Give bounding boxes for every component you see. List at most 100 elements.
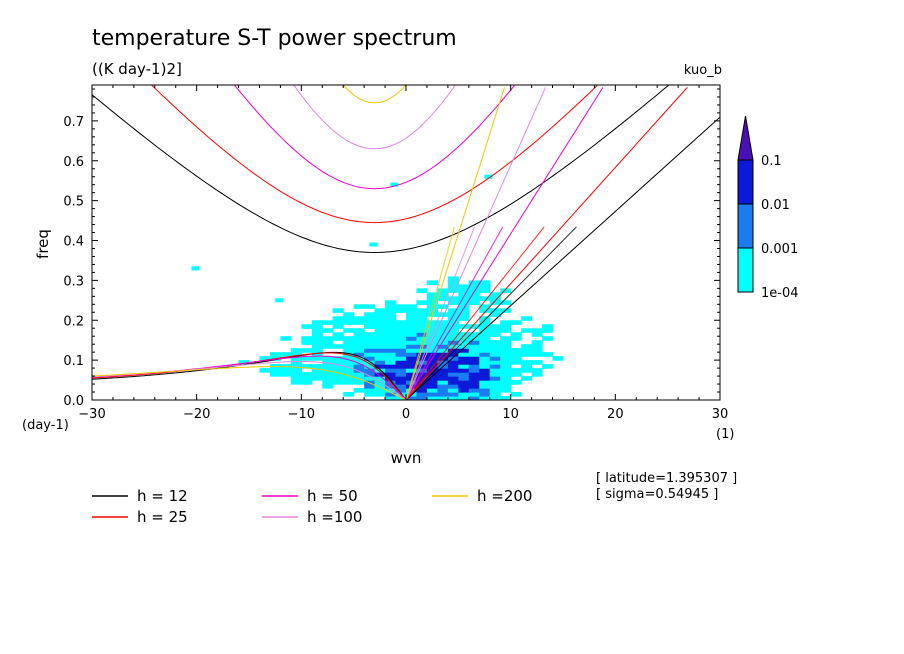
chart-title: temperature S-T power spectrum <box>92 26 457 51</box>
spectrum-cell <box>364 348 376 353</box>
spectrum-cell <box>364 372 376 377</box>
spectrum-cell <box>447 384 459 389</box>
spectrum-cell <box>447 392 459 397</box>
spectrum-cell <box>395 364 407 369</box>
spectrum-cell <box>416 320 428 325</box>
x-tick-label: 10 <box>502 407 519 422</box>
spectrum-cell <box>489 352 501 357</box>
spectrum-cell <box>280 368 292 373</box>
spectrum-cell <box>322 360 334 365</box>
spectrum-cell <box>301 340 313 345</box>
spectrum-cell <box>500 320 512 325</box>
spectrum-cell <box>447 360 459 365</box>
spectrum-cell <box>353 328 365 333</box>
spectrum-cell <box>437 320 449 325</box>
spectrum-cell <box>416 388 428 393</box>
spectrum-cell <box>479 348 491 353</box>
spectrum-cell <box>406 304 418 309</box>
spectrum-cell <box>416 352 428 357</box>
spectrum-cell <box>489 348 501 353</box>
spectrum-cell <box>343 360 355 365</box>
spectrum-cell <box>447 276 459 281</box>
spectrum-cell <box>385 368 397 373</box>
spectrum-cell <box>458 388 470 393</box>
spectrum-cell <box>542 364 554 369</box>
spectrum-cell <box>343 336 355 341</box>
spectrum-cell <box>290 348 302 353</box>
spectrum-cell <box>343 328 355 333</box>
spectrum-cell <box>426 320 438 325</box>
spectrum-cell <box>385 300 397 305</box>
spectrum-cell <box>395 384 407 389</box>
y-unit-label: (day-1) <box>22 418 69 433</box>
spectrum-cell <box>500 340 512 345</box>
spectrum-cell <box>489 324 501 329</box>
spectrum-cell <box>374 388 386 393</box>
spectrum-cell <box>458 376 470 381</box>
rossby-curve <box>92 366 407 400</box>
spectrum-cell <box>364 316 376 321</box>
spectrum-cell <box>385 308 397 313</box>
spectrum-cell <box>385 332 397 337</box>
spectrum-cell <box>458 324 470 329</box>
spectrum-cell <box>447 316 459 321</box>
spectrum-cell <box>521 364 533 369</box>
y-tick-label: 0.7 <box>63 115 84 130</box>
spectrum-cell <box>500 388 512 393</box>
spectrum-cell <box>343 348 355 353</box>
spectrum-cell <box>437 328 449 333</box>
spectrum-cell <box>447 300 459 305</box>
spectrum-cell <box>343 364 355 369</box>
spectrum-cell <box>395 352 407 357</box>
spectrum-cell <box>332 376 344 381</box>
mrg-line <box>405 226 475 400</box>
spectrum-cell <box>395 388 407 393</box>
spectrum-cell <box>510 320 522 325</box>
spectrum-cell <box>416 328 428 333</box>
spectrum-cell <box>437 380 449 385</box>
colorbar-label: 0.001 <box>761 242 798 257</box>
spectrum-cell <box>395 328 407 333</box>
gravity-curve <box>150 85 599 224</box>
spectrum-cell <box>510 332 522 337</box>
spectrum-cell <box>437 312 449 317</box>
spectrum-cell <box>468 300 480 305</box>
spectrum-cell <box>479 324 491 329</box>
spectrum-cell <box>468 384 480 389</box>
spectrum-cell <box>510 356 522 361</box>
spectrum-cell <box>353 344 365 349</box>
spectrum-cell <box>521 328 533 333</box>
spectrum-cell <box>374 372 386 377</box>
spectrum-cell <box>416 288 428 293</box>
spectrum-cell <box>500 360 512 365</box>
spectrum-cell <box>416 364 428 369</box>
spectrum-speckle <box>484 174 493 179</box>
spectrum-cell <box>343 368 355 373</box>
spectrum-cell <box>458 384 470 389</box>
spectrum-cell <box>437 396 449 400</box>
spectrum-cell <box>395 324 407 329</box>
spectrum-cell <box>426 332 438 337</box>
spectrum-cell <box>290 372 302 377</box>
sigma-info: [ sigma=0.54945 ] <box>596 487 718 502</box>
spectrum-cell <box>500 368 512 373</box>
spectrum-cell <box>374 368 386 373</box>
spectrum-cell <box>385 316 397 321</box>
spectrum-cell <box>489 360 501 365</box>
spectrum-cell <box>395 320 407 325</box>
spectrum-cell <box>458 316 470 321</box>
spectrum-cell <box>322 372 334 377</box>
spectrum-cell <box>531 368 543 373</box>
spectrum-cell <box>521 316 533 321</box>
spectrum-cell <box>343 320 355 325</box>
spectrum-cell <box>406 308 418 313</box>
spectrum-cell <box>332 316 344 321</box>
spectrum-cell <box>322 328 334 333</box>
spectrum-cell <box>385 328 397 333</box>
spectrum-cell <box>364 356 376 361</box>
spectrum-cell <box>374 356 386 361</box>
spectrum-cell <box>332 336 344 341</box>
spectrum-cell <box>385 304 397 309</box>
spectrum-cell <box>353 352 365 357</box>
spectrum-cell <box>458 352 470 357</box>
